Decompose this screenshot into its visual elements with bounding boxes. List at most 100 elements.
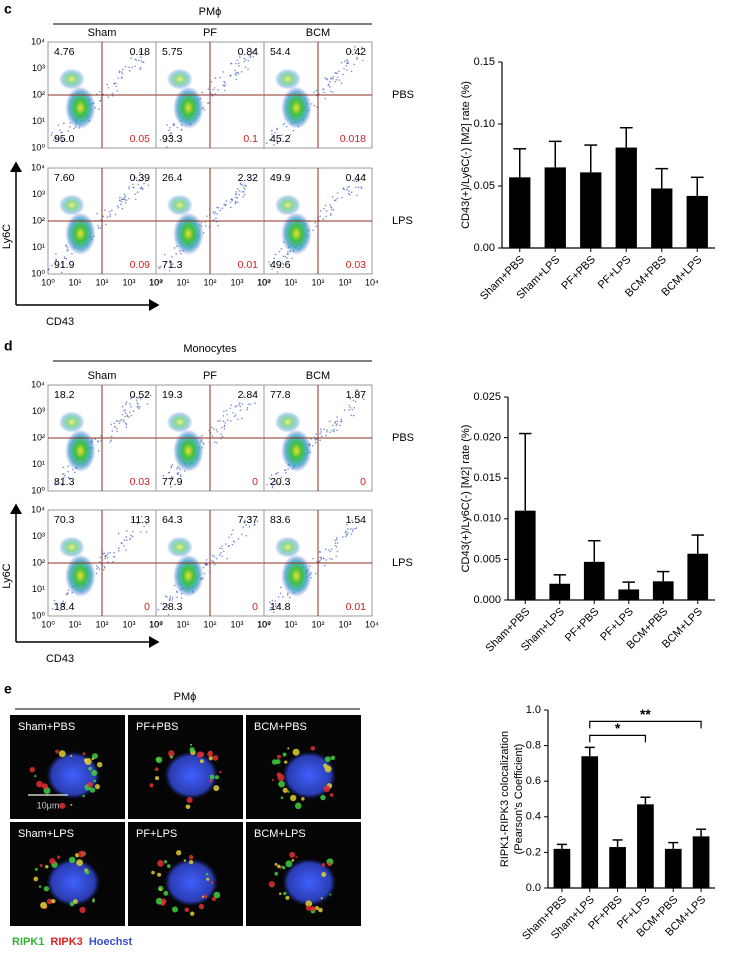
event-dot [66,247,69,249]
event-dot [357,179,360,182]
quadrant-value: 0.18 [130,46,151,58]
event-dot [271,485,274,487]
row-label: PBS [392,89,414,101]
event-dot [223,424,226,427]
density-blob [173,429,204,472]
quadrant-value: 1.54 [346,514,367,526]
bar [583,561,605,600]
event-dot [180,475,182,478]
event-dot [167,607,170,609]
event-dot [354,389,357,392]
event-dot [217,206,220,209]
y-tick-label: 10⁰ [31,485,45,495]
legend-entry: RIPK3 [50,936,82,948]
event-dot [329,431,331,433]
event-dot [235,62,237,65]
event-dot [170,486,172,488]
event-dot [67,248,70,251]
event-dot [169,259,171,262]
event-dot [212,560,215,563]
event-dot [169,132,172,135]
event-dot [110,209,113,212]
event-dot [235,78,237,81]
event-dot [53,599,56,602]
event-dot [140,515,143,518]
puncta [198,903,205,910]
event-dot [226,419,229,421]
puncta [69,901,75,907]
puncta [281,865,284,868]
event-dot [237,72,240,75]
row-label: LPS [392,557,413,569]
event-dot [276,271,279,273]
event-dot [64,474,66,477]
event-dot [334,421,337,423]
event-dot [221,435,224,438]
event-dot [210,80,213,83]
event-dot [273,477,276,480]
event-dot [234,69,236,72]
puncta [188,854,194,860]
puncta [43,886,50,892]
event-dot [320,435,323,438]
event-dot [201,435,203,437]
event-dot [206,215,208,218]
quadrant-value: 91.9 [54,259,75,271]
puncta [49,858,56,865]
puncta [76,859,83,866]
event-dot [319,209,322,212]
event-dot [330,206,333,209]
event-dot [128,70,131,72]
puncta [82,752,86,756]
puncta [285,895,290,900]
event-dot [138,59,140,62]
flow-plot: 18.2 0.52 81.3 0.03 [47,384,157,492]
event-dot [347,192,350,195]
quadrant-value: 64.3 [162,514,183,526]
event-dot [139,66,142,69]
event-dot [171,599,174,601]
event-dot [217,420,219,423]
puncta [46,898,53,905]
event-dot [119,196,121,199]
event-dot [271,136,274,139]
event-dot [124,202,127,204]
event-dot [126,414,129,417]
event-dot [248,47,251,50]
column-label: BCM [306,370,330,382]
event-dot [319,439,321,442]
puncta [186,796,193,804]
event-dot [329,557,331,560]
bar [692,836,710,888]
event-dot [163,264,166,267]
event-dot [229,74,232,77]
y-tick-label: 10⁴ [31,36,45,46]
event-dot [345,65,348,67]
x-tick-label: 10⁴ [257,619,271,629]
event-dot [346,523,348,526]
event-dot [170,475,173,478]
event-dot [333,430,335,433]
event-dot [292,129,295,132]
x-tick-label: PF+PBS [563,606,602,645]
density-blob [173,212,204,255]
x-tick-label: 10⁰ [41,619,55,629]
event-dot [361,59,364,62]
event-dot [59,138,61,140]
event-dot [280,476,283,479]
event-dot [287,251,289,253]
event-dot [106,83,108,86]
event-dot [347,186,349,189]
event-dot [171,255,173,258]
event-dot [325,215,327,218]
event-dot [329,80,331,83]
quadrant-value: 4.76 [54,46,75,58]
density-blob [58,411,85,433]
event-dot [241,190,244,193]
event-dot [136,522,139,525]
event-dot [130,534,132,537]
density-blob [274,194,301,216]
event-dot [351,530,354,533]
event-dot [163,605,166,608]
event-dot [314,441,317,444]
